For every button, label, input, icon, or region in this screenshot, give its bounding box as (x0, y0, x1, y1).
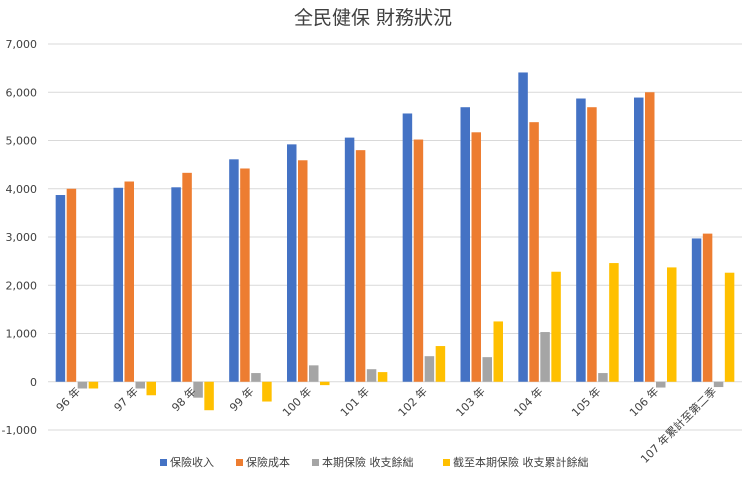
x-tick-label: 97 年 (111, 384, 141, 414)
bar (204, 381, 214, 411)
y-tick-label: 1,000 (6, 328, 38, 341)
bar (77, 381, 88, 389)
legend-swatch (236, 459, 243, 466)
bar (193, 381, 203, 398)
bar (656, 381, 666, 388)
x-tick-label: 99 年 (226, 384, 256, 414)
bar (171, 187, 181, 382)
y-tick-label: 7,000 (6, 38, 38, 51)
bar (55, 195, 66, 382)
legend-swatch (312, 459, 319, 466)
bar (691, 238, 702, 382)
bar (355, 150, 366, 382)
x-tick-label: 105 年 (569, 384, 604, 419)
y-tick-label: 2,000 (6, 279, 38, 292)
y-tick-label: -1,000 (2, 424, 37, 437)
bar (609, 263, 619, 382)
x-tick-label: 104 年 (511, 384, 546, 419)
bar (366, 369, 377, 382)
y-tick-label: 3,000 (6, 231, 38, 244)
legend-label: 本期保險 收支餘絀 (322, 455, 414, 469)
bar (402, 113, 413, 382)
bar (724, 272, 735, 382)
gridlines (48, 43, 742, 431)
bar (309, 365, 319, 382)
x-tick-label: 101 年 (337, 384, 372, 419)
bar (493, 321, 503, 382)
bar (435, 346, 446, 382)
bar (540, 332, 550, 382)
bar (645, 92, 655, 382)
bar (713, 381, 724, 388)
bar (424, 356, 435, 382)
bar (320, 381, 330, 386)
legend-swatch (160, 459, 167, 466)
legend-label: 保險收入 (170, 455, 214, 469)
bar (518, 72, 528, 382)
y-tick-label: 0 (30, 376, 37, 389)
bar (146, 381, 156, 396)
bar (471, 132, 481, 382)
x-tick-label: 106 年 (626, 384, 661, 419)
bar (598, 373, 608, 382)
bar (702, 233, 713, 382)
bar (344, 137, 355, 382)
bar (576, 98, 586, 382)
bar (182, 172, 192, 382)
legend-swatch (443, 459, 450, 466)
bar (529, 122, 539, 382)
bar (287, 144, 297, 382)
bar (88, 381, 99, 389)
bar (251, 373, 261, 382)
bar (551, 271, 561, 382)
x-axis: 96 年 97 年 98 年 99 年 100 年 101 年 102 年 103 年 104 … (53, 384, 719, 466)
bar (667, 267, 677, 382)
bar (240, 168, 250, 382)
legend-label: 保險成本 (246, 455, 290, 469)
bar (124, 181, 134, 382)
bar (262, 381, 272, 402)
bars (55, 72, 735, 411)
y-tick-label: 6,000 (6, 86, 38, 99)
bar (377, 372, 388, 382)
bar (135, 381, 145, 389)
bar (482, 357, 492, 382)
x-tick-label: 96 年 (53, 384, 83, 414)
bar (634, 97, 644, 382)
bar (587, 107, 597, 382)
x-tick-label: 100 年 (279, 384, 314, 419)
bar (460, 107, 470, 382)
bar (113, 187, 123, 382)
legend: 保險收入 保險成本 本期保險 收支餘絀 截至本期保險 收支累計餘絀 (160, 455, 589, 469)
y-axis: -1,000 0 1,000 2,000 3,000 4,000 5,000 6,000 7,0… (2, 38, 37, 437)
x-tick-label: 102 年 (395, 384, 430, 419)
chart-title: 全民健保 財務狀況 (294, 7, 452, 29)
bar (298, 160, 308, 382)
y-tick-label: 5,000 (6, 135, 38, 148)
y-tick-label: 4,000 (6, 183, 38, 196)
bar (229, 159, 239, 382)
bar (66, 188, 77, 382)
legend-label: 截至本期保險 收支累計餘絀 (453, 455, 589, 469)
x-tick-label: 103 年 (453, 384, 488, 419)
bar (413, 139, 424, 382)
